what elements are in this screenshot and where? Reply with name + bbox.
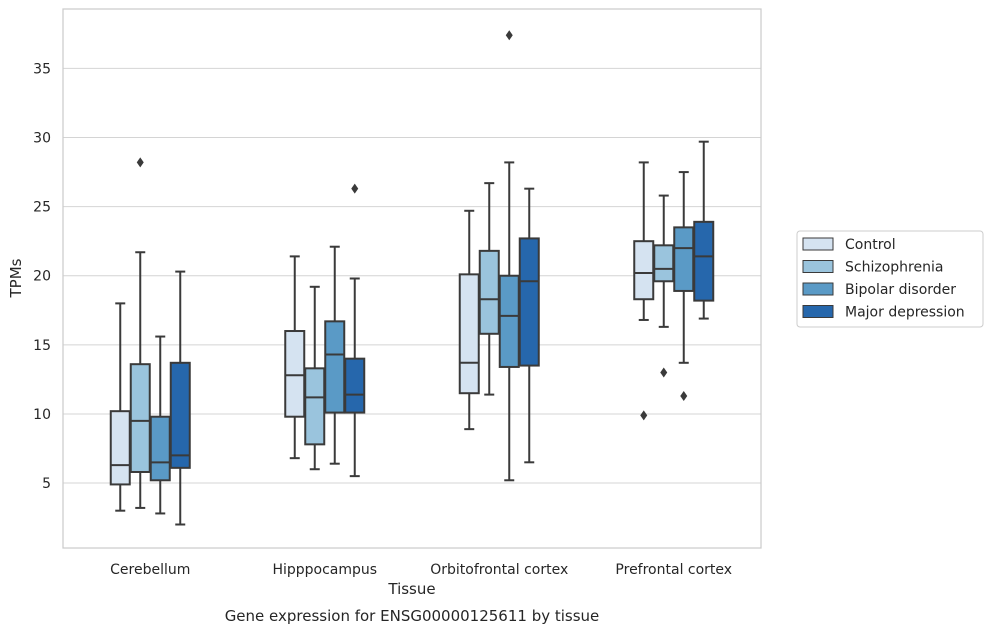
legend-label: Control [845,237,896,253]
legend-label: Bipolar disorder [845,282,956,298]
box-body [169,361,191,469]
y-tick-label: 15 [33,338,51,354]
legend-frame [796,230,984,328]
y-tick-label: 20 [33,269,51,285]
x-tick-label: Cerebellum [110,562,190,578]
box-body [673,226,695,292]
box-body [129,363,151,473]
box-body [344,357,366,414]
box-body [149,415,171,482]
box [498,30,520,482]
box-body [458,273,480,395]
box-body [518,237,540,367]
box [129,157,151,509]
y-axis-label: TPMs [7,258,25,298]
box-body [498,274,520,368]
box [478,182,500,396]
outlier-point [136,157,144,168]
outlier-point [660,367,668,378]
plot-frame [62,8,762,549]
box [693,140,715,320]
box [518,187,540,464]
box-body [478,249,500,335]
y-tick-label: 5 [42,476,51,492]
x-axis-ticks: Cerebellum Hipppocampus Orbitofrontal cort… [110,562,732,578]
y-tick-label: 25 [33,200,51,216]
x-axis-label: Tissue [387,580,435,598]
box-body [324,320,346,414]
box [149,335,171,515]
legend-swatch [802,282,834,296]
box [109,302,131,512]
legend-label: Schizophrenia [845,260,943,276]
legend-swatch [802,237,834,251]
outlier-point [640,410,648,421]
outlier-point [680,390,688,401]
legend-swatch [802,260,834,273]
box-body [633,240,655,301]
box [324,245,346,465]
x-tick-label: Prefrontal cortex [615,562,732,578]
legend-swatch [802,305,834,318]
legend: Control Schizophrenia Bipolar disorder Majo… [796,230,984,328]
y-tick-label: 10 [33,407,51,423]
outlier-point [351,183,359,194]
box-body [653,244,675,283]
box-body [693,220,715,302]
legend-label: Major depression [845,305,965,321]
box-body [304,367,326,446]
x-tick-label: Orbitofrontal cortex [430,562,568,578]
boxes [109,30,715,526]
y-axis-ticks: 5 10 15 20 25 30 35 [33,61,51,492]
chart-caption: Gene expression for ENSG00000125611 by t… [225,607,600,625]
y-tick-label: 30 [33,131,51,147]
x-tick-label: Hipppocampus [272,562,377,578]
box-body [284,330,306,418]
outlier-point [505,30,513,41]
box [169,270,191,526]
y-tick-label: 35 [33,61,51,77]
box-body [109,410,131,486]
box [653,194,675,378]
box [344,183,366,478]
